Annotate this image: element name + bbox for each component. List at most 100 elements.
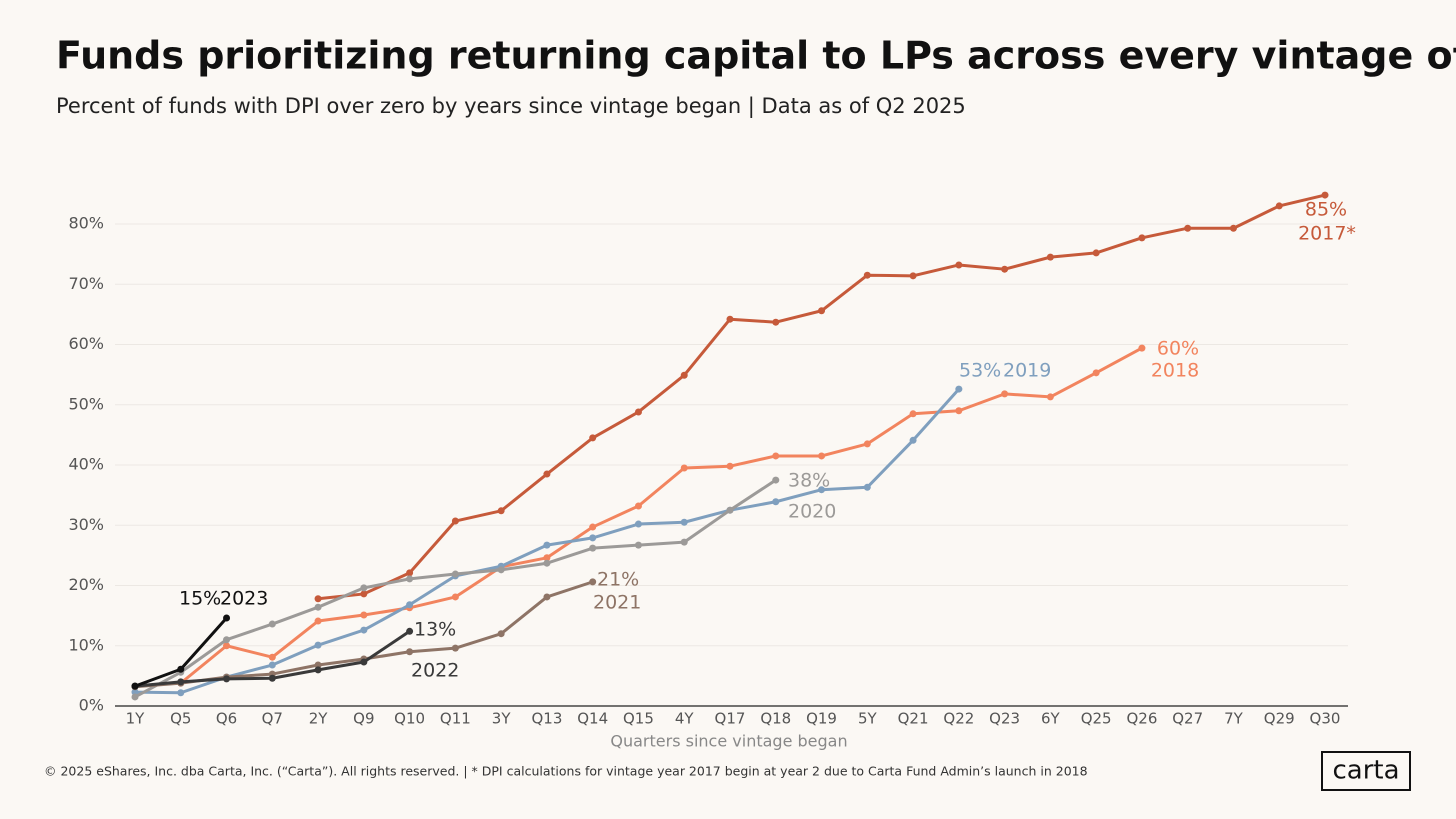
- data-point: [772, 498, 780, 506]
- data-point: [955, 407, 963, 415]
- data-point: [726, 506, 734, 514]
- data-point: [680, 538, 688, 546]
- data-point: [1184, 224, 1192, 232]
- x-tick-label: Q9: [353, 710, 374, 728]
- x-tick-label: Q10: [394, 710, 425, 728]
- data-point: [543, 541, 551, 549]
- x-tick-label: Q5: [170, 710, 191, 728]
- x-tick-label: Q14: [577, 710, 608, 728]
- data-point: [131, 693, 139, 701]
- data-point: [497, 630, 505, 638]
- data-point: [1092, 249, 1100, 257]
- data-point: [1229, 224, 1237, 232]
- series-name-label: 2022: [411, 660, 459, 682]
- data-point: [177, 665, 185, 673]
- data-point: [1138, 344, 1146, 352]
- series-name-label: 2019: [1003, 360, 1051, 382]
- data-point: [314, 641, 322, 649]
- data-point: [360, 626, 368, 634]
- data-point: [909, 410, 917, 418]
- data-point: [497, 507, 505, 515]
- end-value-label: 21%: [597, 569, 639, 591]
- data-point: [1321, 191, 1329, 199]
- data-point: [406, 569, 414, 577]
- end-value-label: 60%: [1157, 338, 1199, 360]
- data-point: [543, 593, 551, 601]
- series-line: [317, 193, 1326, 601]
- data-point: [406, 627, 414, 635]
- data-point: [268, 661, 276, 669]
- data-point: [268, 674, 276, 682]
- x-tick-label: Q25: [1081, 710, 1112, 728]
- data-point: [680, 464, 688, 472]
- data-point: [360, 584, 368, 592]
- data-point: [360, 590, 368, 598]
- data-point: [451, 593, 459, 601]
- data-point: [1138, 234, 1146, 242]
- data-point: [726, 315, 734, 323]
- logo-box: [1321, 751, 1411, 791]
- data-point: [406, 575, 414, 583]
- x-tick-label: Q26: [1126, 710, 1157, 728]
- data-point: [360, 611, 368, 619]
- data-point: [314, 661, 322, 669]
- series-name-label: 2023: [220, 588, 268, 610]
- series-line: [179, 346, 1143, 685]
- x-tick-label: Q18: [760, 710, 791, 728]
- y-tick-label: 80%: [68, 214, 104, 233]
- x-tick-label: Q17: [715, 710, 746, 728]
- x-tick-label: Q7: [262, 710, 283, 728]
- x-tick-label: Q15: [623, 710, 654, 728]
- x-axis-label: Quarters since vintage began: [610, 732, 847, 751]
- data-point: [818, 307, 826, 315]
- data-point: [1046, 393, 1054, 401]
- y-tick-label: 60%: [68, 334, 104, 353]
- x-tick-label: 7Y: [1224, 710, 1244, 728]
- x-tick-label: Q11: [440, 710, 471, 728]
- data-point: [1001, 390, 1009, 398]
- data-point: [1046, 253, 1054, 261]
- data-point: [268, 620, 276, 628]
- data-point: [131, 688, 139, 696]
- data-point: [589, 578, 597, 586]
- data-point: [314, 603, 322, 611]
- data-point: [451, 517, 459, 525]
- end-value-label: 38%: [788, 470, 830, 492]
- data-point: [634, 520, 642, 528]
- data-point: [634, 408, 642, 416]
- end-value-label: 53%: [959, 360, 1001, 382]
- x-tick-label: Q19: [806, 710, 837, 728]
- series-name-label: 2018: [1151, 360, 1199, 382]
- series-line: [134, 617, 228, 688]
- footnote: © 2025 eShares, Inc. dba Carta, Inc. (“C…: [44, 764, 1088, 779]
- data-point: [268, 653, 276, 661]
- data-point: [863, 271, 871, 279]
- y-tick-label: 30%: [68, 515, 104, 534]
- data-point: [223, 642, 231, 650]
- data-point: [223, 614, 231, 622]
- data-point: [406, 648, 414, 656]
- data-point: [131, 682, 139, 690]
- x-tick-label: Q27: [1172, 710, 1203, 728]
- series-name-label: 2021: [593, 592, 641, 614]
- x-tick-label: Q13: [531, 710, 562, 728]
- data-point: [1001, 265, 1009, 273]
- x-tick-label: Q6: [216, 710, 237, 728]
- y-tick-label: 40%: [68, 455, 104, 474]
- end-value-label: 85%: [1305, 199, 1347, 221]
- y-tick-label: 20%: [68, 575, 104, 594]
- data-point: [863, 483, 871, 491]
- data-point: [955, 385, 963, 393]
- y-tick-label: 0%: [79, 696, 104, 715]
- data-point: [589, 434, 597, 442]
- data-point: [634, 541, 642, 549]
- data-point: [955, 261, 963, 269]
- x-tick-label: 4Y: [675, 710, 695, 728]
- data-point: [451, 570, 459, 578]
- y-tick-label: 50%: [68, 394, 104, 413]
- data-point: [223, 675, 231, 683]
- x-tick-label: Q22: [943, 710, 974, 728]
- data-point: [543, 554, 551, 562]
